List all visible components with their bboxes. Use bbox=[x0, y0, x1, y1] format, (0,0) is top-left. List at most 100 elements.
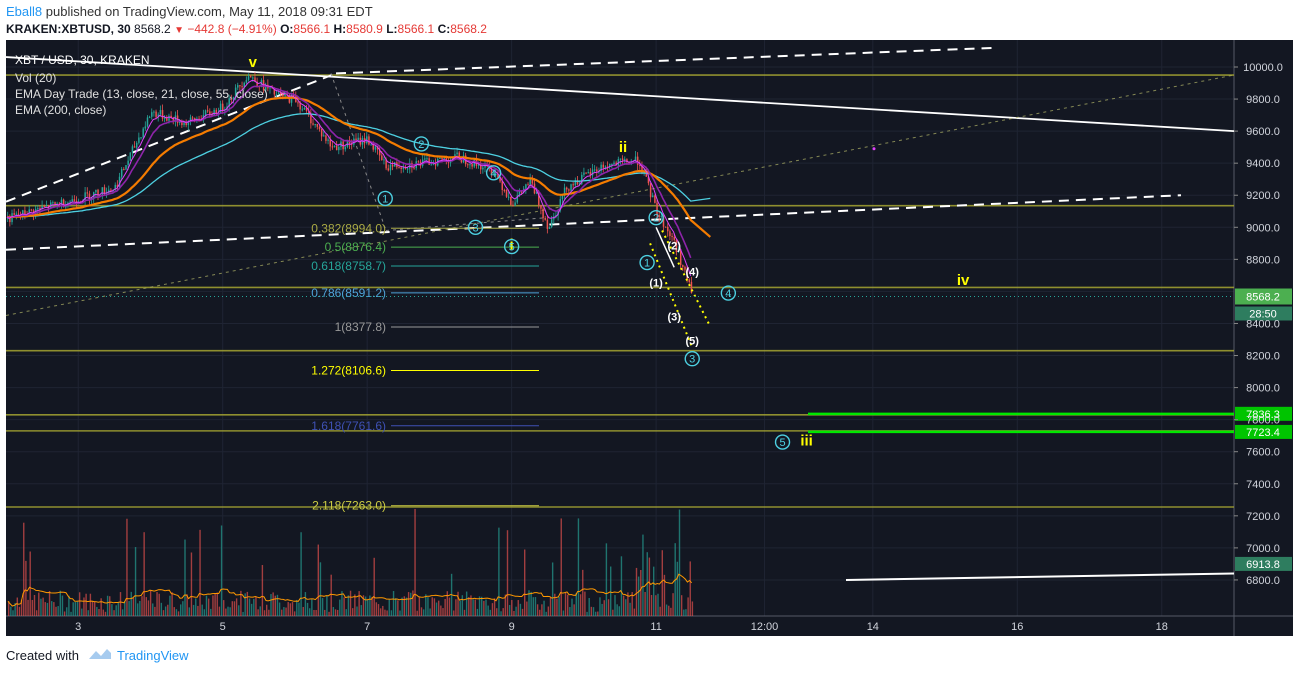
chart-area[interactable]: 3 5 7 9 11 12:00 14 16 18 0.382(8994.0) 0.5(8876.4… bbox=[5, 40, 1293, 636]
y-tick-label: 8200.0 bbox=[1246, 351, 1280, 363]
candle-body bbox=[183, 121, 185, 126]
volume-bar bbox=[646, 552, 648, 616]
volume-bar bbox=[149, 590, 152, 616]
volume-bar bbox=[459, 600, 461, 616]
volume-bar bbox=[220, 525, 223, 616]
wave-label-cyan: 5 bbox=[779, 437, 785, 449]
volume-bar bbox=[18, 606, 21, 616]
candle-body bbox=[378, 149, 381, 156]
volume-bar bbox=[319, 562, 322, 616]
trendline-dashed-2 bbox=[335, 46, 997, 75]
candle-body bbox=[600, 164, 602, 172]
volume-bar bbox=[289, 603, 292, 616]
volume-bar bbox=[625, 599, 627, 616]
y-tick-label: 9400.0 bbox=[1246, 158, 1280, 170]
volume-bar bbox=[87, 610, 89, 616]
volume-bar bbox=[496, 608, 498, 616]
candle-body bbox=[239, 85, 241, 87]
volume-bar bbox=[278, 602, 281, 616]
volume-bar bbox=[367, 599, 369, 616]
candle-body bbox=[327, 139, 329, 141]
candle-body bbox=[161, 110, 164, 119]
price-chart[interactable]: 3 5 7 9 11 12:00 14 16 180.382(8994.0)0.5(8876.4… bbox=[5, 40, 1293, 636]
candle-body bbox=[101, 187, 104, 197]
candle-body bbox=[471, 164, 473, 167]
volume-bar bbox=[603, 600, 605, 616]
volume-bar bbox=[349, 590, 352, 616]
volume-bar bbox=[620, 556, 623, 616]
volume-bar bbox=[91, 601, 94, 616]
candle-body bbox=[335, 145, 338, 151]
candle-body bbox=[673, 237, 675, 240]
candle-body bbox=[142, 128, 144, 138]
volume-bar bbox=[201, 604, 203, 616]
wave-circle bbox=[413, 136, 430, 152]
impulse-line bbox=[655, 226, 675, 268]
volume-bar bbox=[425, 594, 427, 616]
candle-body bbox=[576, 180, 579, 185]
volume-bar bbox=[296, 599, 298, 616]
candle-body bbox=[295, 95, 297, 103]
volume-bar bbox=[551, 562, 554, 616]
author-link[interactable]: Eball8 bbox=[6, 4, 43, 19]
wave-circle bbox=[639, 254, 655, 271]
volume-bar bbox=[539, 609, 541, 616]
volume-bar bbox=[397, 600, 399, 616]
y-tick-label: 7400.0 bbox=[1246, 479, 1280, 491]
candle-body bbox=[325, 135, 327, 141]
volume-bar bbox=[188, 607, 190, 616]
candle-body bbox=[269, 87, 271, 89]
candle-body bbox=[690, 281, 693, 293]
candle-body bbox=[140, 137, 142, 139]
volume-bar bbox=[485, 599, 487, 616]
candle-body bbox=[501, 181, 503, 190]
candle-body bbox=[86, 192, 89, 194]
volume-bar bbox=[558, 596, 560, 616]
wave-label-cyan: 5 bbox=[509, 242, 515, 254]
volume-bar bbox=[248, 598, 251, 616]
wave-projection bbox=[649, 226, 712, 348]
volume-bar bbox=[648, 557, 651, 616]
candle-body bbox=[88, 193, 91, 200]
candle-body bbox=[398, 167, 400, 169]
volume-bar bbox=[556, 598, 558, 616]
candle-body bbox=[394, 162, 396, 167]
y-tick-label: 8000.0 bbox=[1246, 383, 1280, 395]
legend-item: EMA (200, close) bbox=[15, 103, 106, 117]
volume-bar bbox=[569, 607, 571, 616]
tradingview-link[interactable]: TradingView bbox=[117, 648, 189, 663]
volume-bar bbox=[223, 600, 225, 616]
close-label: C: bbox=[437, 22, 451, 36]
y-tick-label: 7800.0 bbox=[1246, 415, 1280, 427]
volume-bar bbox=[515, 606, 517, 616]
candle-body bbox=[561, 196, 564, 200]
volume-bar bbox=[541, 604, 543, 616]
volume-bar bbox=[78, 592, 81, 616]
volume-bar bbox=[175, 609, 178, 616]
wave-label-white: (1) bbox=[649, 278, 663, 290]
candle-body bbox=[589, 172, 592, 176]
wave-circle bbox=[774, 434, 791, 450]
volume-bar bbox=[655, 595, 657, 616]
volume-bar bbox=[27, 599, 29, 616]
candle-body bbox=[9, 216, 11, 223]
candle-body bbox=[639, 164, 641, 166]
candle-body bbox=[129, 152, 132, 161]
volume-bar bbox=[375, 602, 378, 616]
candle-body bbox=[297, 102, 299, 104]
volume-bar bbox=[51, 601, 53, 616]
wave-label-white: (3) bbox=[667, 311, 681, 323]
candle-body bbox=[110, 189, 112, 191]
candle-body bbox=[404, 167, 407, 169]
volume-bar bbox=[186, 594, 188, 616]
candle-body bbox=[542, 208, 544, 219]
volume-bar bbox=[395, 598, 397, 616]
volume-bar bbox=[177, 611, 180, 616]
candle-body bbox=[370, 144, 372, 146]
volume-bar bbox=[528, 590, 530, 616]
volume-bar bbox=[532, 597, 534, 616]
volume-bar bbox=[534, 597, 537, 616]
wave-label-white: (5) bbox=[686, 335, 700, 347]
volume-bar bbox=[401, 597, 403, 616]
candle-body bbox=[624, 159, 626, 161]
